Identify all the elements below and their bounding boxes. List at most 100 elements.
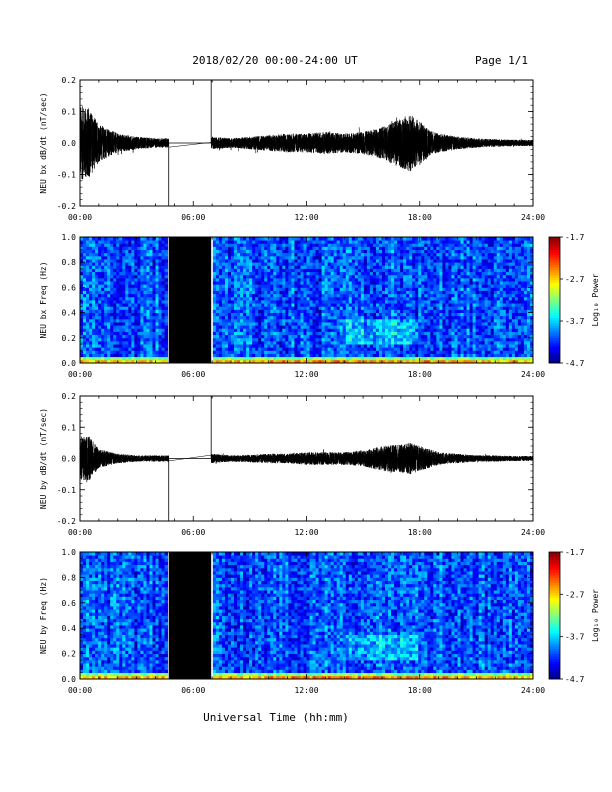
- spectrogram-cell: [221, 312, 226, 317]
- spectrogram-cell: [92, 262, 96, 266]
- spectrogram-cell: [218, 344, 223, 348]
- spectrogram-cell: [140, 312, 144, 317]
- spectrogram-cell: [391, 271, 395, 276]
- spectrogram-cell: [366, 303, 371, 307]
- spectrogram-cell: [89, 315, 93, 320]
- spectrogram-cell: [345, 293, 350, 298]
- spectrogram-cell: [481, 312, 486, 317]
- spectrogram-cell: [252, 331, 256, 336]
- spectrogram-cell: [131, 318, 135, 323]
- spectrogram-cell: [466, 281, 470, 285]
- spectrogram-cell: [451, 255, 455, 260]
- spectrogram-cell: [116, 240, 120, 244]
- spectrogram-cell: [478, 268, 483, 273]
- spectrogram-cell: [224, 322, 229, 326]
- spectrogram-cell: [394, 303, 398, 307]
- spectrogram-cell: [481, 262, 486, 266]
- spectrogram-cell: [369, 290, 374, 295]
- spectrogram-cell: [318, 318, 322, 323]
- spectrogram-cell: [294, 322, 298, 326]
- spectrogram-cell: [378, 293, 383, 298]
- spectrogram-cell: [306, 240, 310, 244]
- spectrogram-cell: [224, 287, 229, 291]
- spectrogram-cell: [128, 274, 132, 279]
- spectrogram-cell: [421, 337, 425, 342]
- spectrogram-cell: [336, 274, 341, 279]
- spectrogram-cell: [442, 356, 446, 361]
- spectrogram-cell: [303, 331, 307, 336]
- spectrogram-cell: [104, 322, 108, 326]
- spectrogram-cell: [324, 246, 329, 250]
- spectrogram-cell: [394, 359, 398, 364]
- spectrogram-cell: [288, 359, 292, 364]
- spectrogram-cell: [92, 353, 96, 358]
- spectrogram-cell: [442, 337, 446, 342]
- spectrogram-cell: [303, 359, 307, 364]
- spectrogram-cell: [306, 277, 310, 282]
- spectrogram-cell: [95, 237, 99, 241]
- spectrogram-cell: [252, 350, 256, 354]
- spectrogram-cell: [282, 243, 286, 247]
- spectrogram-cell: [98, 300, 102, 304]
- spectrogram-cell: [297, 325, 301, 329]
- spectrogram-cell: [101, 300, 105, 304]
- spectrogram-cell: [318, 265, 322, 269]
- spectrogram-cell: [255, 296, 259, 301]
- spectrogram-cell: [285, 356, 289, 361]
- spectrogram-cell: [158, 243, 162, 247]
- spectrogram-cell: [318, 303, 322, 307]
- spectrogram-cell: [224, 268, 229, 273]
- spectrogram-cell: [267, 340, 271, 345]
- spectrogram-cell: [164, 303, 168, 307]
- spectrogram-cell: [388, 337, 392, 342]
- spectrogram-cell: [360, 259, 365, 263]
- spectrogram-cell: [339, 331, 344, 336]
- spectrogram-cell: [327, 328, 332, 332]
- spectrogram-cell: [400, 296, 404, 301]
- spectrogram-cell: [466, 300, 470, 304]
- spectrogram-cell: [134, 243, 138, 247]
- spectrogram-cell: [436, 350, 440, 354]
- spectrogram-cell: [303, 322, 307, 326]
- spectrogram-cell: [291, 287, 295, 291]
- spectrogram-cell: [466, 249, 470, 254]
- spectrogram-cell: [487, 318, 492, 323]
- spectrogram-cell: [430, 293, 434, 298]
- spectrogram-cell: [321, 274, 326, 279]
- spectrogram-cell: [363, 237, 368, 241]
- spectrogram-cell: [430, 334, 434, 339]
- spectrogram-cell: [95, 274, 99, 279]
- spectrogram-cell: [224, 359, 229, 364]
- spectrogram-cell: [104, 262, 108, 266]
- spectrogram-cell: [388, 240, 392, 244]
- spectrogram-cell: [412, 300, 416, 304]
- spectrogram-cell: [415, 284, 419, 288]
- spectrogram-cell: [424, 303, 428, 307]
- x-tick-label: 18:00: [408, 213, 432, 222]
- spectrogram-cell: [372, 274, 377, 279]
- spectrogram-cell: [409, 309, 413, 313]
- spectrogram-cell: [360, 359, 365, 364]
- spectrogram-cell: [155, 259, 159, 263]
- spectrogram-cell: [466, 293, 470, 298]
- spectrogram-cell: [273, 259, 277, 263]
- spectrogram-cell: [294, 252, 298, 257]
- spectrogram-cell: [330, 259, 335, 263]
- spectrogram-cell: [318, 259, 322, 263]
- spectrogram-cell: [119, 296, 123, 301]
- spectrogram-cell: [273, 340, 277, 345]
- spectrogram-cell: [472, 255, 477, 260]
- spectrogram-cell: [354, 290, 359, 295]
- spectrogram-cell: [270, 237, 274, 241]
- spectrogram-cell: [104, 296, 108, 301]
- spectrogram-cell: [143, 271, 147, 276]
- spectrogram-cell: [246, 334, 250, 339]
- spectrogram-cell: [224, 353, 229, 358]
- spectrogram-cell: [321, 303, 326, 307]
- spectrogram-cell: [143, 296, 147, 301]
- spectrogram-cell: [288, 312, 292, 317]
- spectrogram-cell: [375, 255, 380, 260]
- spectrogram-cell: [221, 249, 226, 254]
- spectrogram-cell: [487, 243, 492, 247]
- spectrogram-cell: [104, 318, 108, 323]
